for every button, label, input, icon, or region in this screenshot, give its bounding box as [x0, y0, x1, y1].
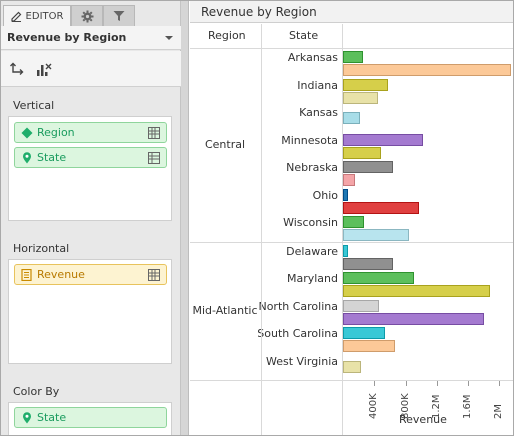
bar[interactable] [343, 229, 409, 241]
state-label: Ohio [312, 188, 338, 202]
state-label: Nebraska [286, 161, 338, 174]
region-divider [190, 241, 513, 243]
state-label: Minnesota [281, 133, 338, 147]
bar[interactable] [343, 201, 419, 214]
column-header-state[interactable]: State [289, 29, 319, 42]
bar[interactable] [343, 78, 389, 91]
bar[interactable] [343, 360, 361, 373]
location-pin-icon [23, 412, 31, 424]
swap-axes-icon[interactable] [9, 61, 27, 79]
state-label: Arkansas [287, 51, 338, 64]
bar[interactable] [343, 285, 490, 297]
bar[interactable] [343, 91, 379, 104]
x-tick-mark [499, 381, 501, 386]
level-grid-icon[interactable] [148, 152, 160, 164]
filter-icon [113, 11, 125, 21]
region-label: Mid-Atlantic [192, 304, 258, 318]
visualization-selector[interactable]: Revenue by Region [1, 26, 181, 50]
panel-splitter[interactable] [181, 1, 189, 435]
bar[interactable] [343, 340, 395, 352]
region-column-divider [261, 24, 262, 435]
sidebar-tabs: EDITOR [1, 5, 181, 27]
chart-panel: Revenue by Region Region State Arkansas I… [190, 1, 513, 435]
vertical-field-state[interactable]: State [14, 147, 167, 168]
bar[interactable] [343, 112, 361, 124]
x-tick-mark [405, 381, 407, 386]
editor-sidebar: EDITOR Revenue by Region Vertical Region [1, 1, 181, 435]
horizontal-drop-zone[interactable]: Revenue [8, 259, 172, 364]
tab-filter[interactable] [103, 5, 135, 26]
horizontal-field-revenue-label: Revenue [37, 268, 85, 281]
column-header-region[interactable]: Region [208, 29, 246, 42]
state-label: Kansas [299, 106, 338, 119]
dimension-diamond-icon [21, 127, 33, 139]
bar[interactable] [343, 272, 415, 284]
level-grid-icon[interactable] [148, 269, 160, 281]
vertical-section-label: Vertical [13, 99, 55, 112]
state-label: Delaware [286, 244, 338, 258]
state-label: North Carolina [258, 299, 338, 313]
bar[interactable] [343, 188, 348, 201]
x-axis-title: Revenue [399, 413, 447, 426]
bar[interactable] [343, 133, 423, 146]
bar[interactable] [343, 146, 381, 159]
bar[interactable] [343, 174, 355, 186]
bar[interactable] [343, 312, 484, 325]
tab-editor[interactable]: EDITOR [3, 5, 71, 27]
x-tick-mark [374, 381, 376, 386]
x-tick-label: 1.6M [462, 394, 474, 419]
measure-icon [21, 269, 32, 281]
state-label: Maryland [286, 272, 338, 285]
chart-title: Revenue by Region [190, 1, 513, 23]
horizontal-section-label: Horizontal [13, 242, 70, 255]
level-grid-icon[interactable] [148, 127, 160, 139]
x-tick-label: 2M [493, 404, 505, 419]
x-tick-mark [468, 381, 470, 386]
vertical-drop-zone[interactable]: Region State [8, 116, 172, 221]
bar[interactable] [343, 244, 348, 257]
color-by-field-state-label: State [37, 411, 67, 424]
state-label: West Virginia [265, 354, 338, 368]
horizontal-field-revenue[interactable]: Revenue [14, 264, 167, 285]
color-by-field-state[interactable]: State [14, 407, 167, 428]
editor-toolbar [1, 51, 181, 87]
region-divider [190, 380, 513, 381]
header-divider [190, 48, 513, 49]
bar[interactable] [343, 299, 379, 312]
state-label: South Carolina [257, 327, 338, 340]
color-by-section-label: Color By [13, 385, 60, 398]
tab-editor-label: EDITOR [25, 11, 64, 22]
bar[interactable] [343, 257, 394, 270]
pencil-icon [10, 11, 21, 22]
color-by-drop-zone[interactable]: State [8, 402, 172, 435]
vertical-field-region[interactable]: Region [14, 122, 167, 143]
state-label: Wisconsin [283, 216, 338, 229]
x-tick-label: 400K [368, 393, 380, 419]
state-column-divider [342, 24, 343, 435]
location-pin-icon [23, 152, 31, 164]
bar[interactable] [343, 64, 512, 76]
bar[interactable] [343, 327, 386, 339]
sort-bars-icon[interactable] [35, 61, 53, 79]
bar[interactable] [343, 51, 363, 63]
bar[interactable] [343, 161, 394, 173]
gear-icon [81, 10, 93, 22]
region-label: Central [204, 138, 246, 152]
visualization-title: Revenue by Region [7, 31, 127, 44]
vertical-field-region-label: Region [37, 126, 75, 139]
tab-settings[interactable] [71, 5, 103, 26]
chevron-down-icon[interactable] [165, 36, 173, 40]
vertical-field-state-label: State [37, 151, 67, 164]
bar[interactable] [343, 216, 365, 228]
x-tick-mark [436, 381, 438, 386]
state-label: Indiana [297, 78, 338, 92]
